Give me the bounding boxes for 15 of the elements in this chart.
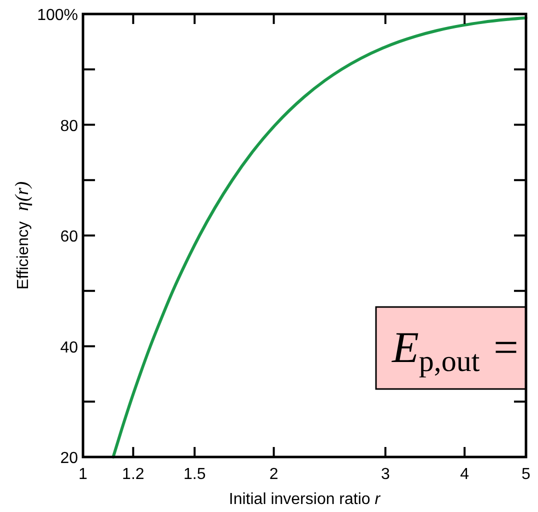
x-tick-label: 1.5 — [183, 466, 206, 483]
y-tick-label: 80 — [60, 118, 78, 135]
x-tick-label: 3 — [380, 466, 390, 483]
x-tick-label: 2 — [269, 466, 278, 483]
y-tick-label: 40 — [60, 339, 78, 356]
y-tick-label: 100% — [37, 7, 78, 24]
y-tick-label: 60 — [60, 228, 78, 246]
y-axis-title: Efficiency η(r) — [12, 181, 33, 290]
x-tick-label: 4 — [460, 466, 470, 483]
x-axis-title: Initial inversion ratio r — [228, 491, 381, 508]
x-tick-label: 1.2 — [122, 466, 144, 483]
y-tick-label: 20 — [60, 450, 78, 467]
x-tick-label: 1 — [78, 466, 88, 483]
x-tick-label: 5 — [522, 466, 531, 483]
annotation: E$_{p,out}$ = — [391, 323, 520, 378]
